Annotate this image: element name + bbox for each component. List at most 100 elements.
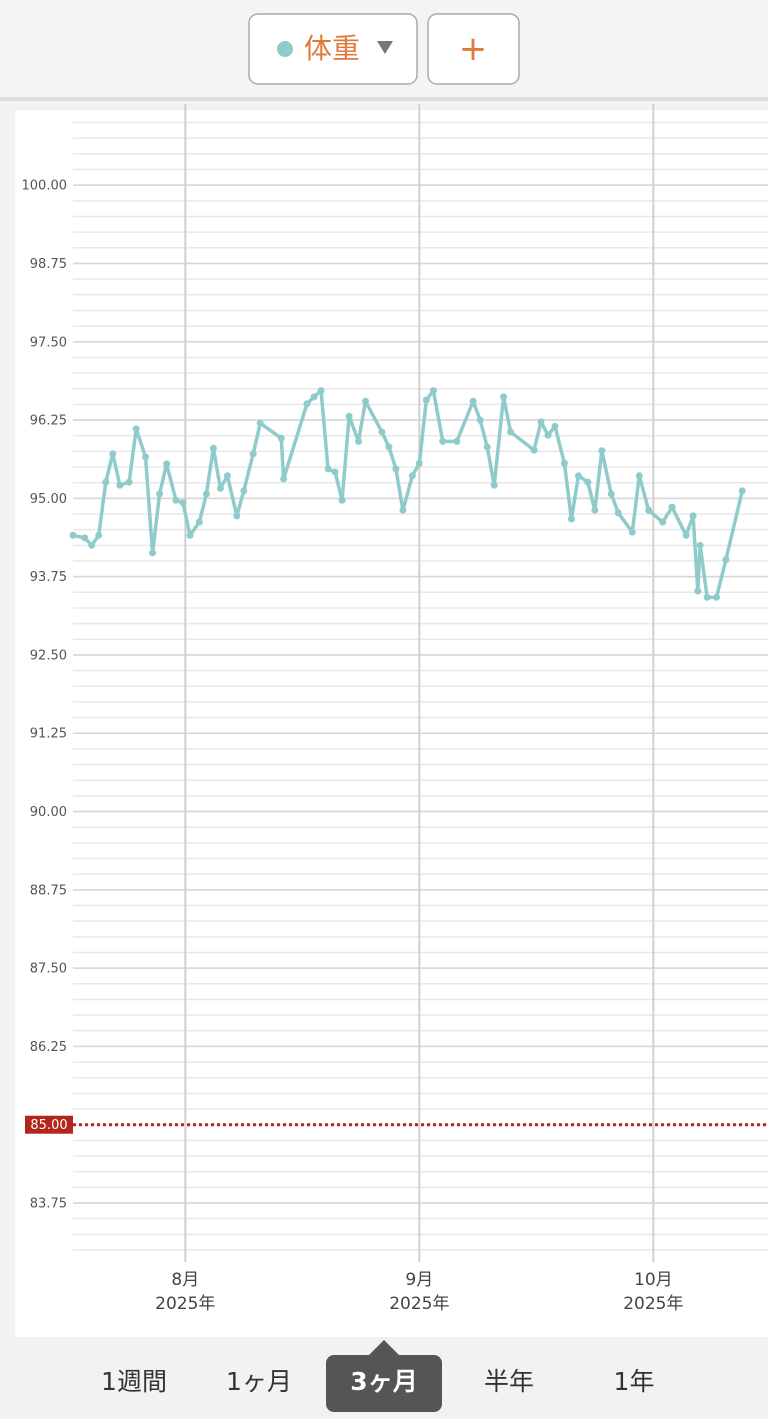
x-tick-label: 10月 2025年 xyxy=(623,1270,684,1314)
weight-point xyxy=(331,468,339,476)
weight-point xyxy=(132,425,140,433)
range-tab[interactable]: 1年 xyxy=(613,1367,655,1396)
weight-point xyxy=(476,416,484,424)
weight-point xyxy=(483,443,491,451)
weight-point xyxy=(469,397,477,405)
weight-point xyxy=(668,503,676,511)
weight-point xyxy=(537,418,545,426)
weight-point xyxy=(500,393,508,401)
weight-point xyxy=(544,431,552,439)
tab-pointer xyxy=(368,1340,400,1356)
metric-label: 体重 xyxy=(304,32,360,65)
y-tick-label: 90.00 xyxy=(30,805,67,820)
weight-point xyxy=(399,506,407,514)
chart-panel xyxy=(15,110,768,1337)
weight-point xyxy=(81,534,89,542)
weight-point xyxy=(156,490,164,498)
weight-point xyxy=(69,531,77,539)
target-label: 85.00 xyxy=(30,1118,67,1133)
weight-point xyxy=(628,528,636,536)
weight-point xyxy=(303,400,311,408)
weight-point xyxy=(125,478,133,486)
y-tick-label: 83.75 xyxy=(30,1197,67,1212)
weight-point xyxy=(713,593,721,601)
weight-point xyxy=(209,444,217,452)
weight-point xyxy=(614,509,622,517)
weight-point xyxy=(172,496,180,504)
weight-point xyxy=(560,459,568,467)
weight-point xyxy=(490,481,498,489)
weight-point xyxy=(338,496,346,504)
weight-point xyxy=(530,446,538,454)
weight-point xyxy=(195,518,203,526)
weight-point xyxy=(722,556,730,564)
weight-point xyxy=(696,541,704,549)
weight-point xyxy=(102,478,110,486)
y-tick-label: 93.75 xyxy=(30,570,67,585)
weight-point xyxy=(109,450,117,458)
weight-point xyxy=(453,437,461,445)
weight-point xyxy=(116,481,124,489)
x-tick-label: 8月 2025年 xyxy=(155,1270,216,1314)
x-tick-label: 9月 2025年 xyxy=(389,1270,450,1314)
weight-point xyxy=(202,490,210,498)
weight-point xyxy=(689,512,697,520)
weight-point xyxy=(694,587,702,595)
weight-point xyxy=(598,447,606,455)
add-icon: + xyxy=(459,29,488,69)
weight-point xyxy=(703,593,711,601)
weight-point xyxy=(256,419,264,427)
y-tick-label: 96.25 xyxy=(30,414,67,429)
weight-point xyxy=(738,487,746,495)
weight-point xyxy=(507,428,515,436)
range-tab[interactable]: 半年 xyxy=(483,1367,534,1396)
weight-point xyxy=(584,478,592,486)
weight-point xyxy=(551,422,559,430)
weight-point xyxy=(345,412,353,420)
range-tab[interactable]: 3ヶ月 xyxy=(350,1367,418,1396)
weight-point xyxy=(567,515,575,523)
weight-point xyxy=(429,387,437,395)
weight-point xyxy=(439,437,447,445)
weight-point xyxy=(415,459,423,467)
y-tick-label: 100.00 xyxy=(22,179,68,194)
weight-point xyxy=(422,396,430,404)
weight-point xyxy=(186,531,194,539)
weight-point xyxy=(310,393,318,401)
y-tick-label: 88.75 xyxy=(30,883,67,898)
header-shadow xyxy=(0,97,768,101)
weight-point xyxy=(574,472,582,480)
y-tick-label: 87.50 xyxy=(30,962,67,977)
y-tick-label: 95.00 xyxy=(30,492,67,507)
range-tab[interactable]: 1ヶ月 xyxy=(226,1367,292,1396)
dropdown-arrow xyxy=(377,41,393,54)
weight-point xyxy=(635,472,643,480)
y-tick-label: 91.25 xyxy=(30,727,67,742)
weight-point xyxy=(317,387,325,395)
weight-point xyxy=(277,434,285,442)
weight-point xyxy=(362,397,370,405)
target-label-bg xyxy=(25,1115,73,1134)
weight-point xyxy=(591,506,599,514)
add-button[interactable] xyxy=(427,13,520,85)
weight-point xyxy=(88,541,96,549)
metric-selector[interactable] xyxy=(248,13,418,85)
weight-point xyxy=(179,499,187,507)
weight-point xyxy=(354,437,362,445)
selected-tab-bg xyxy=(326,1355,442,1412)
weight-point xyxy=(240,487,248,495)
weight-point xyxy=(645,506,653,514)
weight-point xyxy=(385,443,393,451)
weight-point xyxy=(142,453,150,461)
weight-point xyxy=(324,465,332,473)
y-tick-label: 97.50 xyxy=(30,335,67,350)
weight-point xyxy=(607,490,615,498)
weight-point xyxy=(149,549,157,557)
weight-point xyxy=(233,512,241,520)
range-tab[interactable]: 1週間 xyxy=(101,1367,167,1396)
y-tick-label: 86.25 xyxy=(30,1040,67,1055)
weight-point xyxy=(216,484,224,492)
weight-point xyxy=(682,531,690,539)
